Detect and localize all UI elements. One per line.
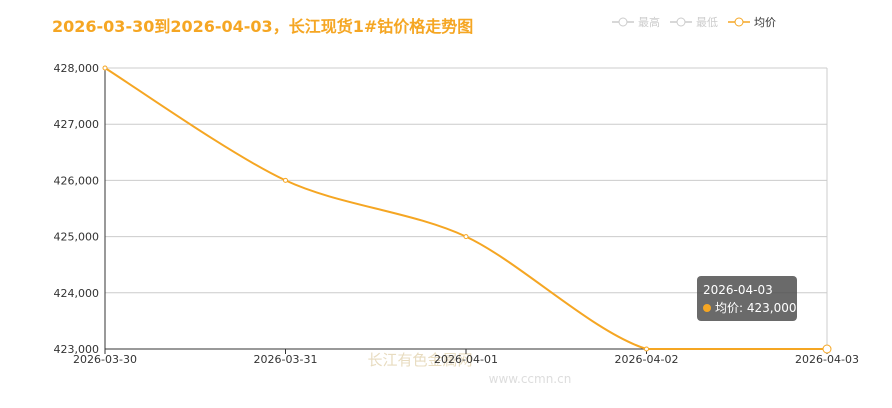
tooltip-dot xyxy=(703,304,711,312)
tooltip-text: 均价: 423,000 xyxy=(715,301,797,315)
legend-label: 均价 xyxy=(754,16,776,29)
tooltip-title: 2026-04-03 xyxy=(703,283,773,297)
legend-symbol xyxy=(734,17,744,27)
chart-title: 2026-03-30到2026-04-03，长江现货1#钴价格走势图 xyxy=(52,17,473,36)
y-tick-label: 426,000 xyxy=(54,174,100,187)
point xyxy=(283,177,288,183)
tooltip-row: 均价: 423,000 xyxy=(703,299,796,317)
point xyxy=(822,344,832,354)
y-tick-label: 423,000 xyxy=(54,343,100,356)
legend: 最高 最低 均价 xyxy=(612,15,776,29)
y-tick-label: 425,000 xyxy=(54,231,100,244)
legend-symbol xyxy=(618,17,628,27)
legend-label: 最低 xyxy=(696,16,718,29)
x-tick-label: 2026-04-01 xyxy=(434,353,498,366)
tooltip: 2026-04-03 均价: 423,000 xyxy=(697,276,797,321)
point xyxy=(102,65,108,71)
x-tick-label: 2026-04-02 xyxy=(615,353,679,366)
x-tick-label: 2026-03-31 xyxy=(254,353,318,366)
y-tick-label: 427,000 xyxy=(54,118,100,131)
point xyxy=(463,234,469,240)
point xyxy=(644,346,649,352)
watermark: www.ccmn.cn xyxy=(489,372,572,386)
x-tick-label: 2026-04-03 xyxy=(795,353,859,366)
watermark: 长江有色金属网 xyxy=(367,351,472,369)
x-tick-label: 2026-03-30 xyxy=(73,353,137,366)
y-tick-label: 428,000 xyxy=(54,62,100,75)
legend-symbol xyxy=(676,17,686,27)
legend-label: 最高 xyxy=(638,15,660,29)
y-tick-label: 424,000 xyxy=(54,287,100,300)
